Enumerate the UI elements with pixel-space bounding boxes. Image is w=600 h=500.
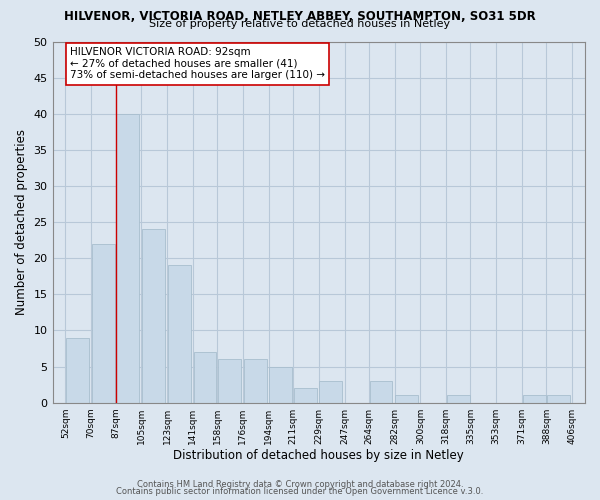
Text: Contains public sector information licensed under the Open Government Licence v.: Contains public sector information licen… <box>116 487 484 496</box>
Text: HILVENOR VICTORIA ROAD: 92sqm
← 27% of detached houses are smaller (41)
73% of s: HILVENOR VICTORIA ROAD: 92sqm ← 27% of d… <box>70 48 325 80</box>
Bar <box>547 396 570 402</box>
Bar <box>370 381 392 402</box>
Text: Size of property relative to detached houses in Netley: Size of property relative to detached ho… <box>149 19 451 29</box>
X-axis label: Distribution of detached houses by size in Netley: Distribution of detached houses by size … <box>173 450 464 462</box>
Bar <box>523 396 545 402</box>
Bar <box>168 266 191 402</box>
Bar <box>294 388 317 402</box>
Bar <box>319 381 343 402</box>
Text: HILVENOR, VICTORIA ROAD, NETLEY ABBEY, SOUTHAMPTON, SO31 5DR: HILVENOR, VICTORIA ROAD, NETLEY ABBEY, S… <box>64 10 536 23</box>
Bar <box>194 352 217 403</box>
Bar <box>66 338 89 402</box>
Bar <box>116 114 139 403</box>
Bar <box>447 396 470 402</box>
Bar <box>395 396 418 402</box>
Bar <box>92 244 115 402</box>
Bar <box>269 366 292 402</box>
Y-axis label: Number of detached properties: Number of detached properties <box>15 129 28 315</box>
Bar <box>218 360 241 403</box>
Text: Contains HM Land Registry data © Crown copyright and database right 2024.: Contains HM Land Registry data © Crown c… <box>137 480 463 489</box>
Bar <box>142 230 165 402</box>
Bar <box>244 360 266 403</box>
